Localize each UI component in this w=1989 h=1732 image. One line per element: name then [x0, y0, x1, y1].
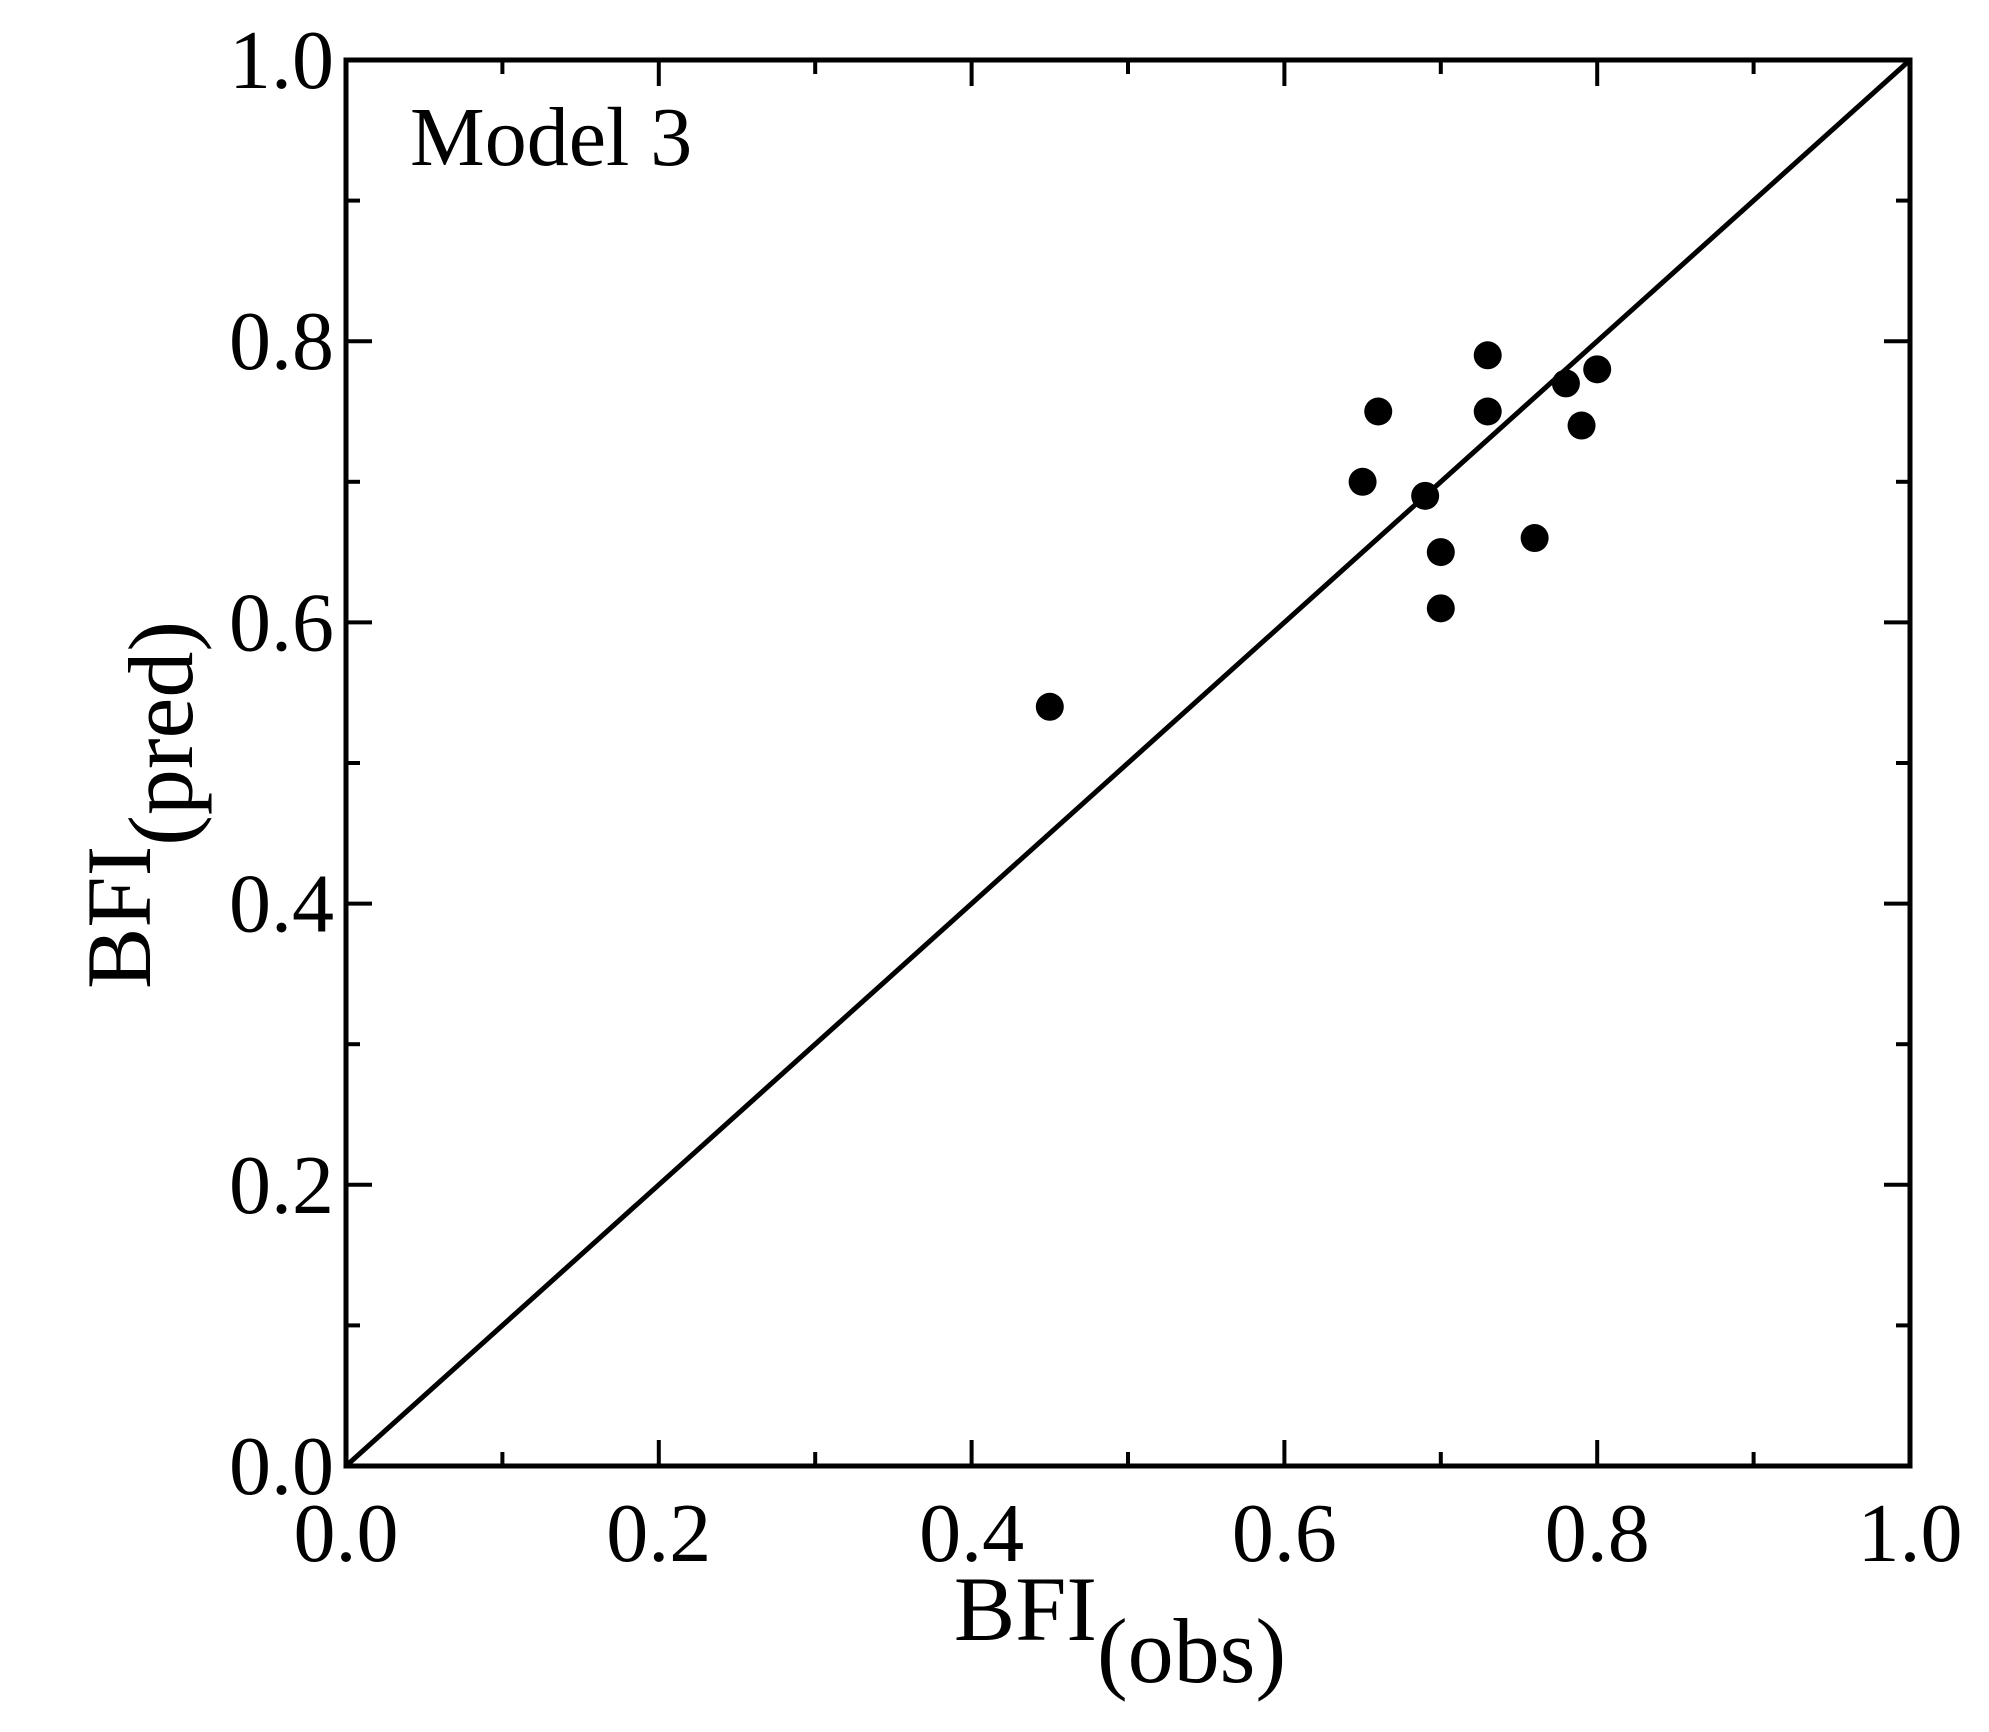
data-point — [1520, 524, 1549, 553]
x-axis-label-main: BFI — [954, 1558, 1097, 1660]
x-axis-label: BFI(obs) — [954, 1558, 1286, 1702]
data-point — [1473, 341, 1502, 370]
plot-frame — [343, 57, 1913, 1469]
x-tick-label: 0.8 — [1545, 1487, 1650, 1580]
one-to-one-line — [344, 58, 1912, 1468]
y-tick-label: 0.2 — [229, 1139, 334, 1232]
y-tick-label: 1.0 — [229, 14, 334, 107]
y-axis-label-main: BFI — [68, 846, 170, 989]
data-point — [1035, 692, 1064, 721]
y-axis-label: BFI(pred) — [68, 621, 212, 989]
x-tick-label: 0.4 — [919, 1487, 1024, 1580]
y-tick-label: 0.8 — [229, 295, 334, 388]
x-tick-label: 0.6 — [1232, 1487, 1337, 1580]
x-tick-label: 1.0 — [1858, 1487, 1963, 1580]
x-tick-label: 0.2 — [606, 1487, 711, 1580]
y-tick-label: 0.6 — [229, 576, 334, 669]
data-point — [1348, 467, 1377, 496]
data-point — [1473, 397, 1502, 426]
x-tick-label: 0.0 — [294, 1487, 399, 1580]
data-point — [1583, 355, 1612, 384]
data-point — [1411, 481, 1440, 510]
data-point — [1551, 369, 1580, 398]
data-point — [1426, 594, 1455, 623]
x-axis-label-subscript: (obs) — [1097, 1600, 1286, 1702]
tick-labels-layer: 0.0 0.2 0.4 0.6 0.8 1.0 0.0 0.2 0.4 0.6 0.8 1.0 — [229, 14, 1963, 1580]
data-point — [1364, 397, 1393, 426]
model-annotation: Model 3 — [410, 91, 692, 184]
y-axis-label-subscript: (pred) — [110, 621, 212, 846]
y-tick-label: 0.4 — [229, 858, 334, 951]
y-tick-label: 0.0 — [229, 1420, 334, 1513]
data-point — [1426, 538, 1455, 567]
data-point — [1567, 411, 1596, 440]
points-layer — [1035, 341, 1612, 721]
